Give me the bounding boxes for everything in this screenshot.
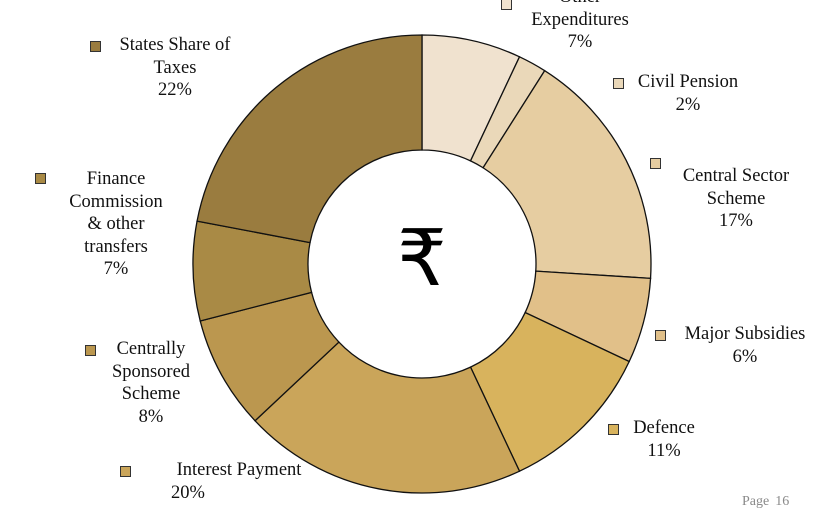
legend-marker-6 (85, 345, 96, 356)
legend-marker-8 (90, 41, 101, 52)
percent-label: 2% (675, 94, 701, 115)
legend-marker-2 (650, 158, 661, 169)
legend-marker-1 (613, 78, 624, 89)
slice-label-8: States Share of Taxes 22% (75, 34, 275, 102)
label-line: Interest Payment (176, 460, 302, 480)
label-line: Finance (86, 169, 146, 189)
label-line: & other (87, 214, 145, 234)
legend-marker-0 (501, 0, 512, 10)
label-line: Centrally (116, 339, 186, 359)
page-value: 16 (775, 494, 790, 509)
rupee-icon: ₹ (397, 214, 447, 304)
label-line: Major Subsidies (684, 324, 806, 344)
label-line: Scheme (706, 188, 766, 209)
legend-marker-4 (608, 424, 619, 435)
slice-label-6: Centrally Sponsored Scheme 8% (51, 338, 251, 428)
percent-label: 17% (719, 211, 753, 231)
label-line: Scheme (121, 384, 181, 404)
slice-label-0: OtherExpenditures7% (480, 0, 680, 54)
percent-label: 7% (103, 259, 129, 279)
slice-label-1: Civil Pension 2% (588, 71, 788, 116)
label-line: Central Sector (682, 166, 790, 186)
donut-slice-8 (196, 34, 423, 244)
label-line: Expenditures (531, 9, 629, 30)
slice-label-2: Central Sector Scheme 17% (636, 165, 826, 233)
percent-label: 11% (647, 440, 681, 461)
slice-label-5: Interest Payment 20% (115, 459, 315, 504)
donut-slice-5 (254, 341, 521, 494)
legend-marker-7 (35, 173, 46, 184)
label-line: Commission (69, 191, 163, 212)
page-label: Page (742, 494, 770, 509)
page-number: Page 16 (742, 494, 789, 510)
label-line: transfers (84, 236, 148, 257)
percent-label: 6% (732, 346, 758, 367)
label-line: Other (480, 0, 680, 9)
percent-label: 7% (567, 32, 593, 52)
slice-label-4: Defence 11% (564, 417, 764, 462)
label-line: Sponsored (111, 361, 191, 382)
slice-label-3: Major Subsidies 6% (645, 323, 826, 368)
donut-slice-2 (482, 69, 652, 280)
label-line: Defence (633, 418, 695, 438)
legend-marker-5 (120, 466, 131, 477)
legend-marker-3 (655, 330, 666, 341)
percent-label: 8% (138, 406, 164, 427)
label-line: States Share of (119, 35, 231, 55)
label-line: Taxes (153, 57, 197, 78)
percent-label: 22% (158, 80, 192, 100)
label-line: Civil Pension (637, 72, 739, 92)
slice-label-7: Finance Commission & other transfers 7% (16, 168, 216, 281)
percent-label: 20% (171, 482, 205, 503)
